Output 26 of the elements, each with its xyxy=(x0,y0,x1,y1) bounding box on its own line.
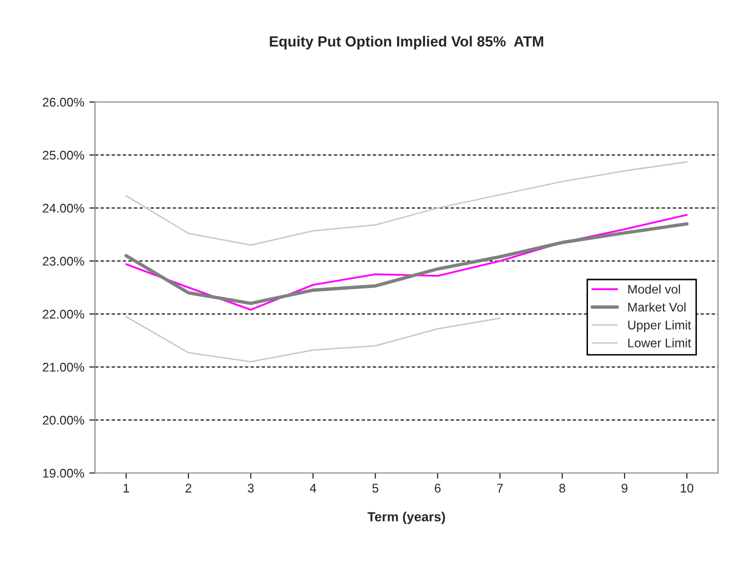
y-tick-label: 22.00% xyxy=(42,310,84,319)
x-tick-label: 7 xyxy=(497,484,503,492)
legend-label: Market Vol xyxy=(628,302,686,312)
y-tick-label: 26.00% xyxy=(42,98,84,107)
x-tick-label: 3 xyxy=(248,484,254,493)
x-tick-label: 5 xyxy=(372,484,378,493)
x-tick-label: 8 xyxy=(559,484,566,493)
y-tick-label: 20.00% xyxy=(42,416,84,425)
x-tick-label: 2 xyxy=(186,484,192,492)
y-tick-label: 21.00% xyxy=(42,362,84,372)
x-tick-label: 9 xyxy=(622,484,628,493)
x-axis-title: Term (years) xyxy=(368,512,445,524)
y-tick-label: 25.00% xyxy=(42,150,84,160)
y-tick-label: 23.00% xyxy=(42,256,84,266)
line-series xyxy=(125,161,688,246)
legend-label: Upper Limit xyxy=(628,320,692,332)
x-tick-label: 4 xyxy=(310,484,316,492)
x-tick-label: 6 xyxy=(434,484,441,493)
y-tick-label: 24.00% xyxy=(42,204,84,213)
y-tick-label: 19.00% xyxy=(43,468,84,478)
x-tick-label: 10 xyxy=(680,484,694,493)
line-series xyxy=(125,316,501,362)
legend-label: Model vol xyxy=(628,284,680,294)
chart-title: Equity Put Option Implied Vol 85% ATM xyxy=(270,36,544,50)
x-tick-label: 1 xyxy=(124,484,130,492)
legend-label: Lower Limit xyxy=(628,338,692,348)
